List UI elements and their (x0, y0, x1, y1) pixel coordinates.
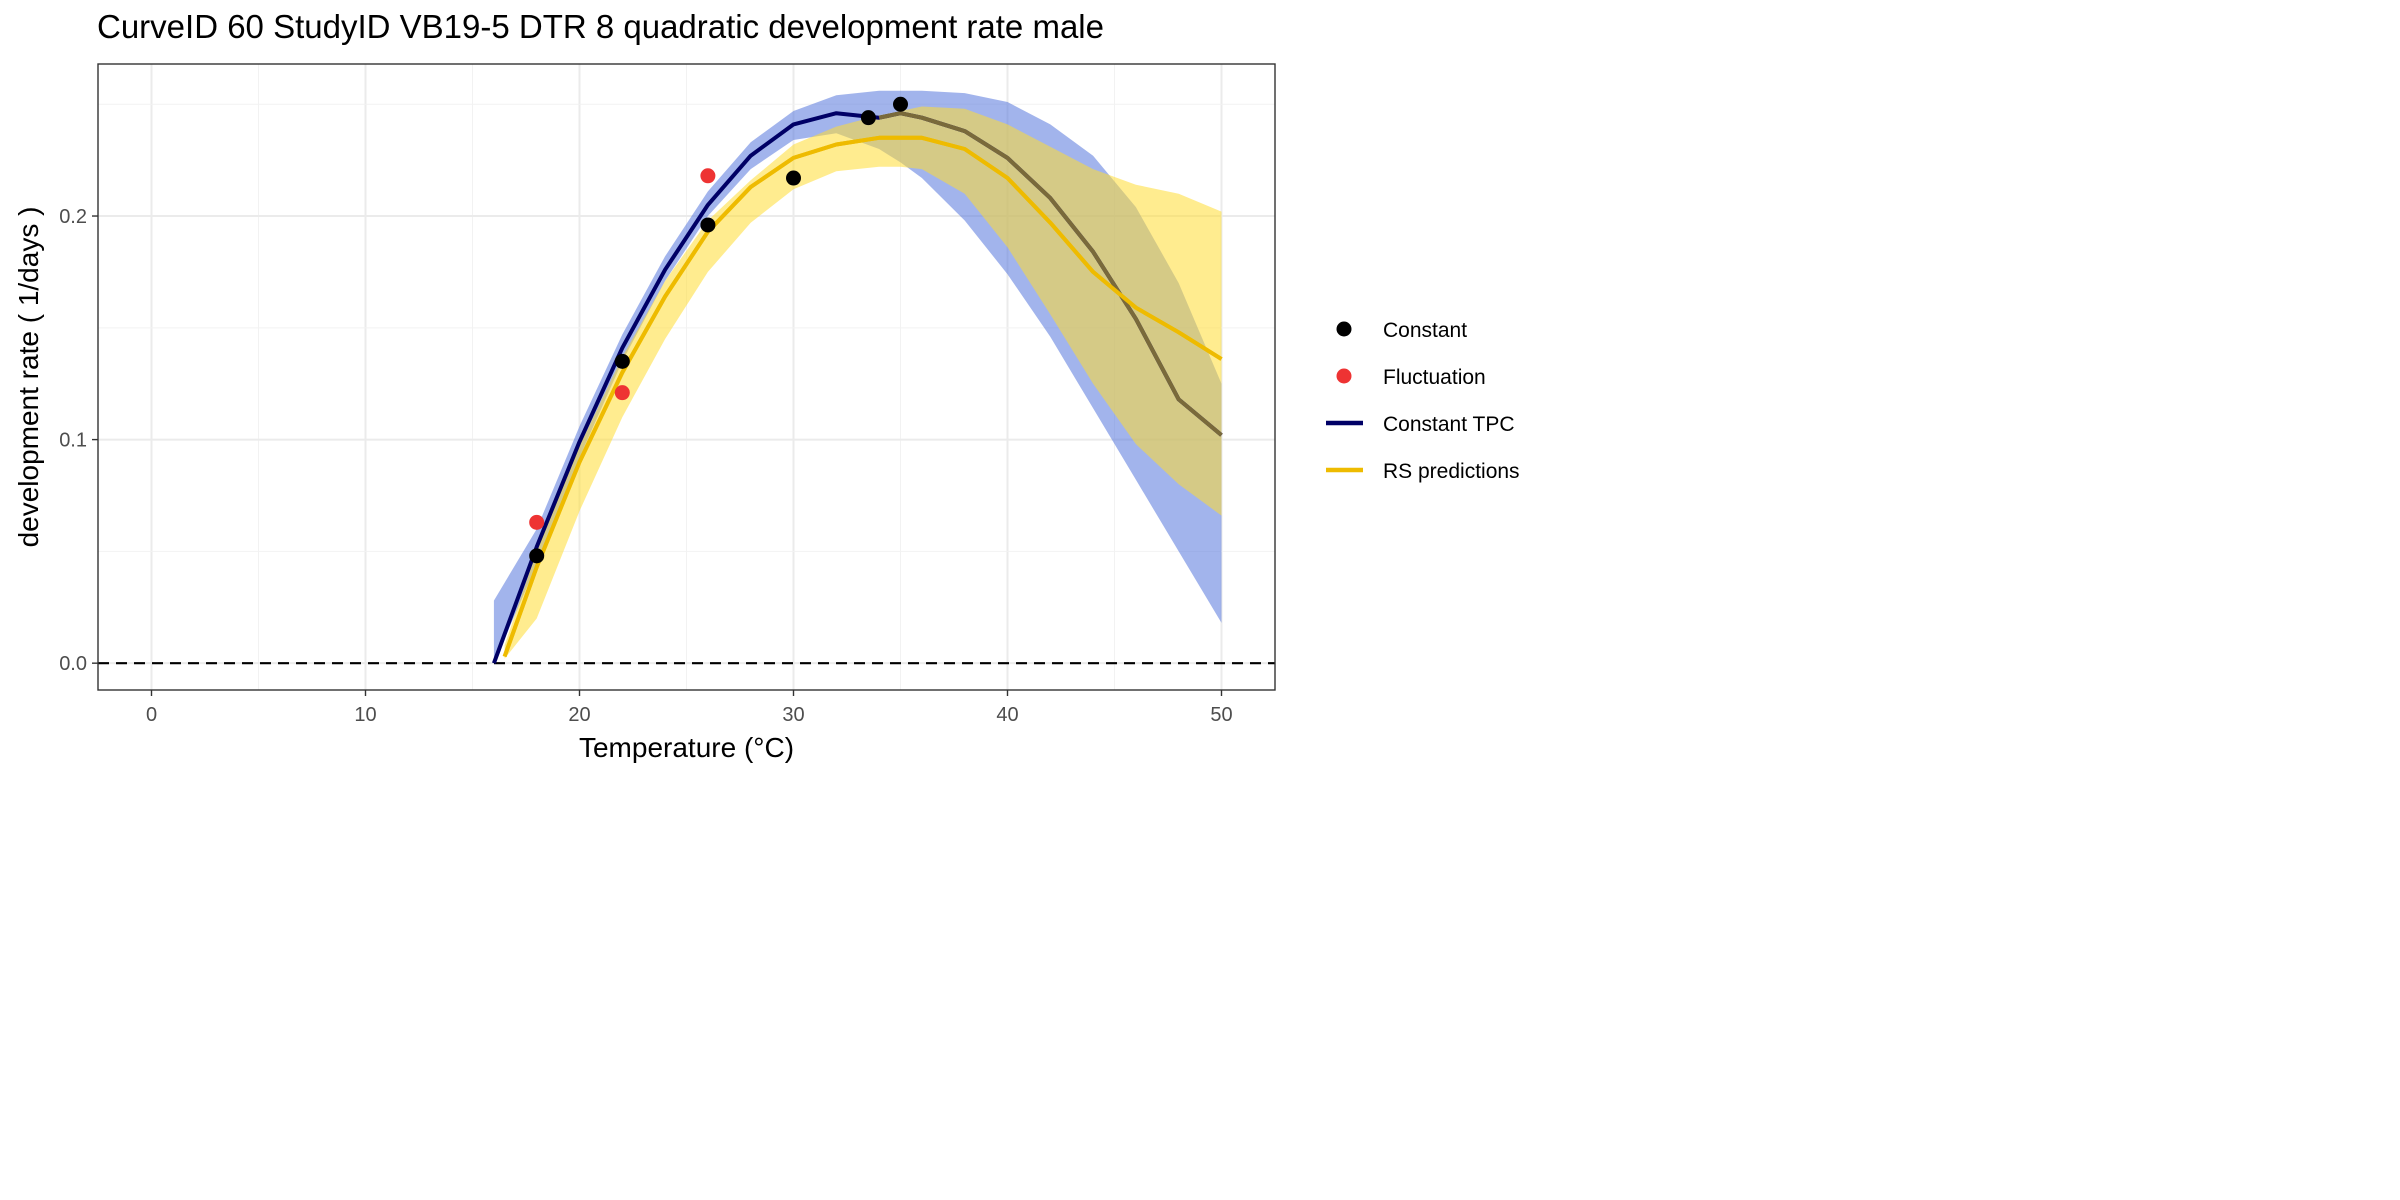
data-point (786, 170, 801, 186)
x-tick-label: 20 (568, 704, 590, 726)
legend: Constant Fluctuation Constant TPC RS predic… (1326, 319, 1520, 483)
legend-label: Constant TPC (1383, 413, 1515, 436)
x-tick-label: 10 (354, 704, 376, 726)
series-line (502, 135, 1223, 658)
data-point (529, 548, 545, 564)
axis-ticks: 0 10 20 30 40 50 0.0 0.1 0.2 (59, 206, 1232, 726)
y-tick-label: 0.2 (59, 206, 87, 228)
data-point (529, 514, 545, 530)
x-tick-label: 40 (996, 704, 1018, 726)
series-lines (98, 111, 1275, 665)
data-point (614, 353, 630, 369)
legend-key-point (1336, 321, 1352, 337)
x-tick-label: 50 (1210, 704, 1232, 726)
y-axis-title: development rate ( 1/days ) (13, 207, 44, 548)
legend-label: Fluctuation (1383, 366, 1486, 389)
legend-label: RS predictions (1383, 460, 1520, 483)
data-point (893, 96, 908, 112)
data-point (700, 217, 716, 233)
chart-svg: 0 10 20 30 40 50 0.0 0.1 0.2 Temperature (°C) de… (13, 63, 1520, 763)
series-line-overlap (878, 111, 1223, 437)
data-point (614, 385, 630, 401)
plot-panel-border (97, 63, 1276, 691)
x-tick-label: 30 (782, 704, 804, 726)
confidence-band (504, 106, 1222, 659)
data-point (700, 168, 716, 184)
chart-title: CurveID 60 StudyID VB19-5 DTR 8 quadrati… (97, 8, 1104, 45)
legend-key-point (1336, 368, 1352, 384)
x-axis-title: Temperature (°C) (579, 732, 794, 763)
x-tick-label: 0 (146, 704, 157, 726)
legend-label: Constant (1383, 319, 1467, 342)
y-tick-label: 0.1 (59, 430, 87, 452)
data-point (860, 110, 876, 126)
confidence-bands (493, 90, 1222, 664)
data-points (529, 96, 908, 564)
y-tick-label: 0.0 (59, 653, 87, 675)
